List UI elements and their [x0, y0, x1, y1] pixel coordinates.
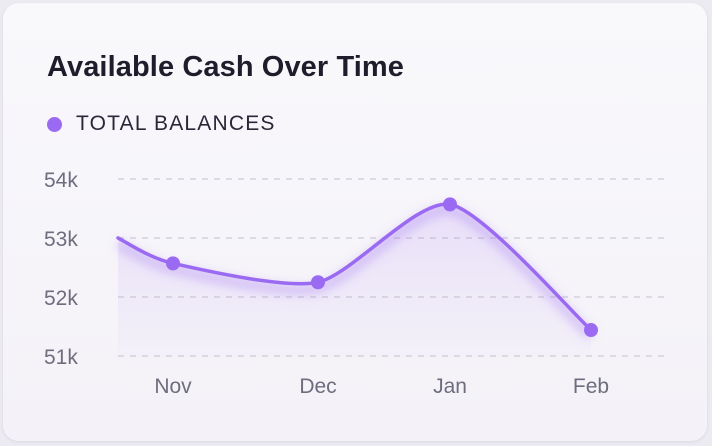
y-tick-label: 54k	[44, 169, 78, 192]
x-axis-ticks: Nov Dec Jan Feb	[154, 375, 609, 398]
x-tick-label: Nov	[154, 375, 192, 398]
data-points	[166, 197, 598, 338]
chart-card: Available Cash Over Time TOTAL BALANCES	[3, 3, 707, 441]
chart-title: Available Cash Over Time	[47, 51, 405, 83]
legend: TOTAL BALANCES	[47, 112, 276, 136]
data-point[interactable]	[443, 197, 457, 212]
data-point[interactable]	[311, 275, 325, 290]
y-tick-label: 53k	[44, 228, 78, 251]
legend-label: TOTAL BALANCES	[76, 112, 276, 135]
legend-marker	[47, 116, 62, 132]
y-tick-label: 51k	[44, 346, 78, 369]
x-tick-label: Dec	[299, 375, 336, 398]
data-point[interactable]	[166, 256, 180, 271]
area-fill	[118, 204, 591, 356]
x-tick-label: Jan	[433, 375, 467, 398]
x-tick-label: Feb	[573, 375, 609, 398]
y-tick-label: 52k	[44, 287, 78, 310]
area-fill-shape	[118, 204, 591, 356]
y-axis-ticks: 54k 53k 52k 51k	[44, 169, 78, 369]
data-point[interactable]	[584, 323, 598, 338]
